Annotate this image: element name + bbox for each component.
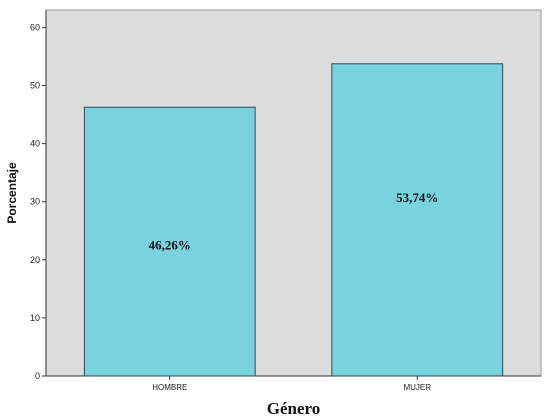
y-tick-label: 10 <box>30 313 40 323</box>
data-label-hombre: 46,26% <box>149 238 191 253</box>
bar-mujer <box>331 63 504 377</box>
y-tick-label: 0 <box>35 371 40 381</box>
y-tick-label: 30 <box>30 197 40 207</box>
x-tick-label: MUJER <box>403 383 431 392</box>
y-tick-label: 60 <box>30 22 40 32</box>
y-tick-label: 50 <box>30 81 40 91</box>
x-axis: HOMBRE MUJER <box>46 375 541 392</box>
x-axis-title: Género <box>267 399 321 418</box>
y-axis-title: Porcentaje <box>5 162 19 224</box>
data-label-mujer: 53,74% <box>396 190 438 205</box>
x-tick-label: HOMBRE <box>152 383 187 392</box>
bar-hombre <box>83 106 256 377</box>
y-tick-label: 20 <box>30 255 40 265</box>
y-tick-label: 40 <box>30 139 40 149</box>
bars: 46,26% 53,74% <box>83 63 504 377</box>
y-axis: 0 10 20 30 40 50 60 <box>30 10 47 381</box>
